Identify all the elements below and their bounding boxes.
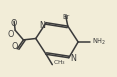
Text: O: O xyxy=(12,42,18,51)
Text: N: N xyxy=(70,54,76,63)
Text: O: O xyxy=(11,19,17,28)
Text: CH$_3$: CH$_3$ xyxy=(53,58,66,67)
Text: Br: Br xyxy=(62,14,69,20)
Text: O: O xyxy=(8,30,14,39)
Text: N: N xyxy=(39,21,45,30)
Text: NH$_2$: NH$_2$ xyxy=(91,37,106,47)
